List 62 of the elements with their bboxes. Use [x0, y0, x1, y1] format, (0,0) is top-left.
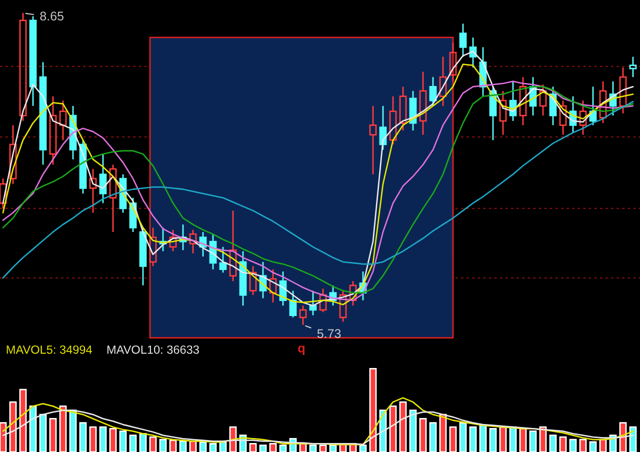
bar [179, 440, 187, 452]
candlestick [519, 76, 527, 126]
candlestick [459, 22, 467, 58]
candlestick [269, 268, 277, 304]
bar [329, 444, 337, 452]
candlestick [89, 168, 97, 214]
bar [149, 436, 157, 452]
bar [129, 434, 137, 452]
bar [0, 422, 7, 452]
text: MAVOL5: 34994 [6, 345, 92, 354]
bar [139, 432, 147, 452]
bar [269, 442, 277, 452]
bar [559, 436, 567, 452]
bar [19, 388, 27, 452]
bar [539, 426, 547, 452]
bar [469, 426, 477, 452]
bar [359, 444, 367, 452]
bar [249, 442, 257, 452]
bar [109, 428, 117, 452]
bar [39, 414, 47, 452]
bar [99, 426, 107, 452]
bar [259, 444, 267, 452]
text: MAVOL10: 36633 [107, 345, 199, 354]
bar [519, 428, 527, 452]
bar [449, 426, 457, 452]
bar [49, 418, 57, 452]
bar [209, 442, 217, 452]
bar [89, 426, 97, 452]
candlestick [369, 105, 377, 175]
bar [159, 438, 167, 452]
bar [479, 424, 487, 452]
candlestick [59, 100, 67, 141]
bar [279, 444, 287, 452]
bar [389, 406, 397, 452]
bar [59, 406, 67, 452]
bar [589, 441, 597, 452]
bar [419, 418, 427, 452]
candlestick [499, 90, 507, 136]
bar [529, 430, 537, 452]
text: 5.73 [317, 329, 341, 338]
bar [499, 426, 507, 452]
bar [459, 422, 467, 452]
bar [569, 438, 577, 452]
bar [489, 428, 497, 452]
text: q [298, 346, 304, 355]
bar [549, 434, 557, 452]
bar [199, 441, 207, 452]
annotation: 8.65 [40, 12, 64, 21]
candlestick [419, 71, 427, 136]
bar [169, 440, 177, 452]
bar [79, 422, 87, 452]
bar [119, 430, 127, 452]
bar [369, 368, 377, 452]
bar [409, 410, 417, 452]
candlestick [49, 96, 57, 166]
bar [319, 444, 327, 452]
bar [429, 422, 437, 452]
bar [579, 438, 587, 452]
candlestick [439, 56, 447, 107]
bar [399, 401, 407, 452]
candlestick [579, 100, 587, 136]
bar [309, 444, 317, 452]
